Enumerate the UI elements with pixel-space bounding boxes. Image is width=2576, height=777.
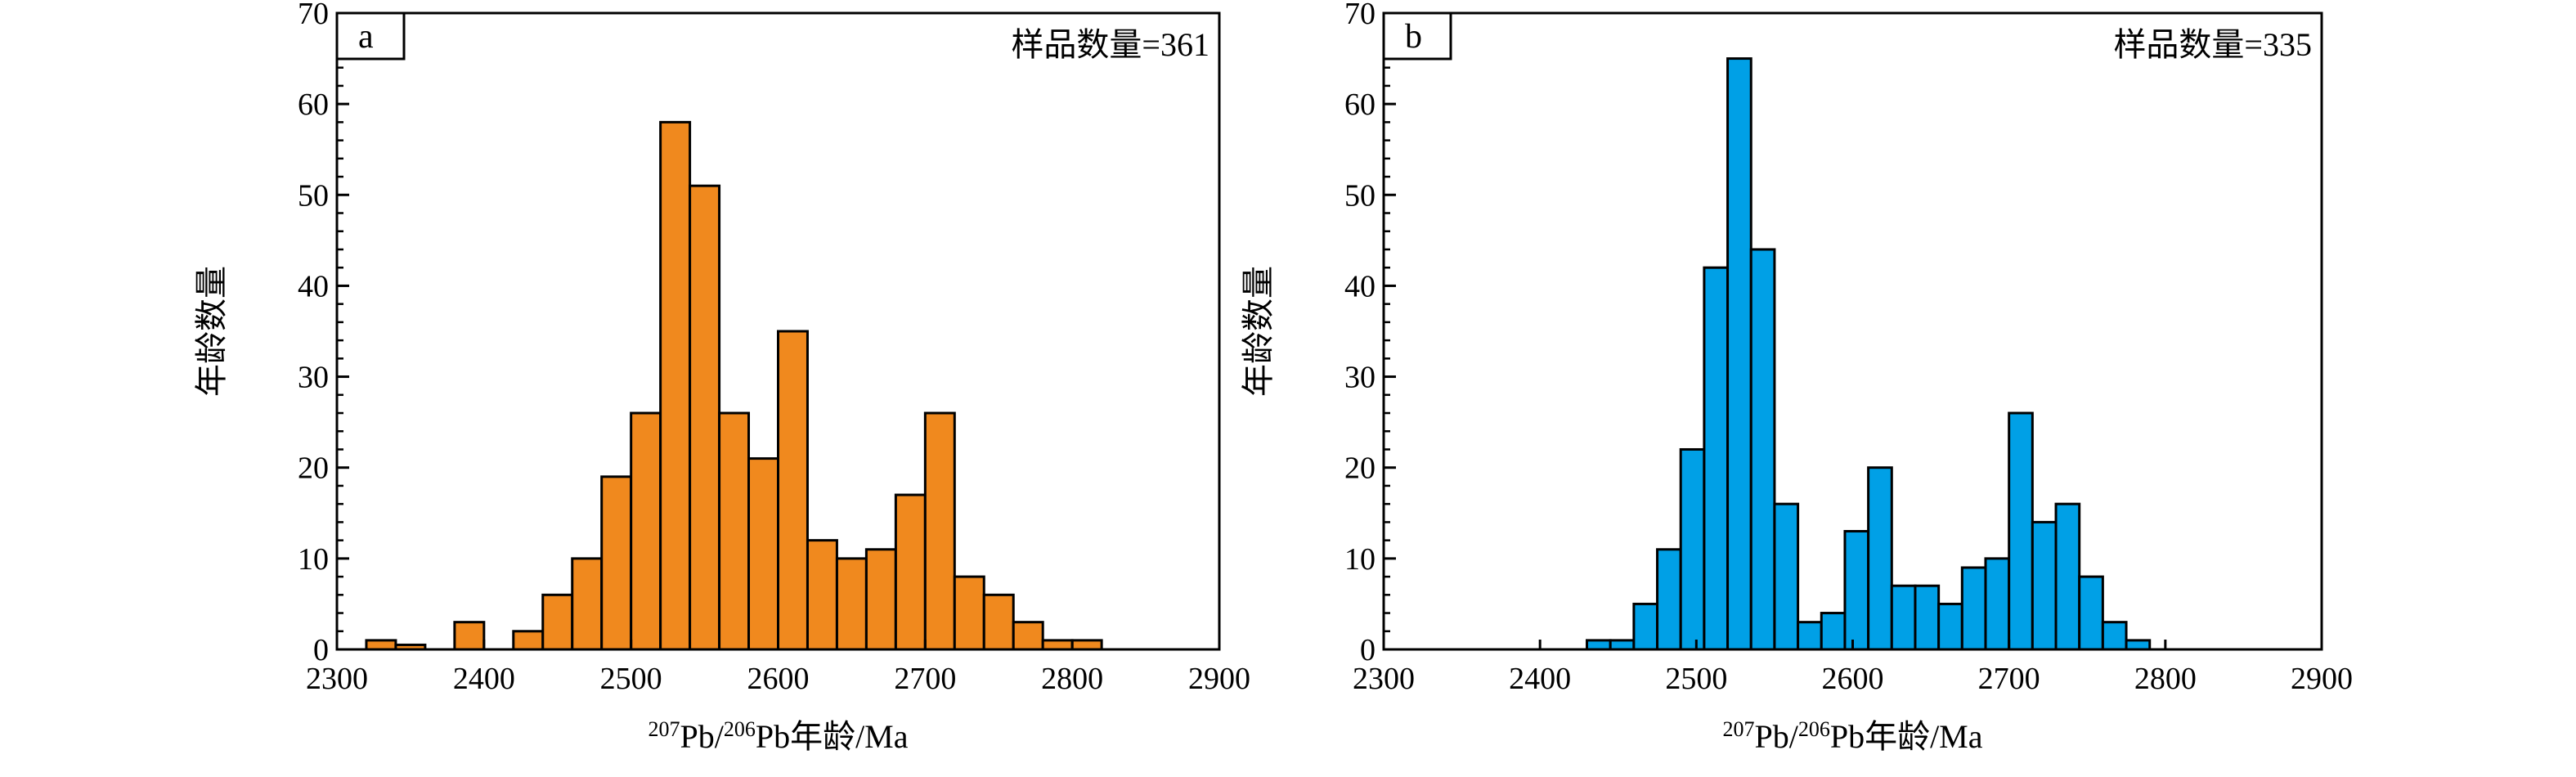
x-tick-label: 2700 <box>1978 662 2040 696</box>
y-tick-label: 20 <box>298 451 329 486</box>
panel-letter: b <box>1405 18 1422 56</box>
panel-letter-box <box>1382 11 1452 61</box>
histogram-bar <box>2008 411 2034 651</box>
histogram-bar <box>2078 575 2104 651</box>
histogram-bar <box>1749 248 1776 651</box>
sample-count-label: 样品数量=361 <box>1011 26 1209 63</box>
histogram-bar <box>1632 602 1659 651</box>
chart-panel-b: 2300 2400 2500 2600 2700 2800 2900 0 10 20 30 40 50 6… <box>1240 0 2353 755</box>
histogram-bar <box>1960 566 1987 651</box>
x-tick-label: 2600 <box>1822 662 1884 696</box>
y-tick-label: 60 <box>1344 88 1376 122</box>
y-tick-label: 50 <box>1344 178 1376 213</box>
y-axis-label: 年龄数量 <box>193 266 230 397</box>
y-tick-label: 0 <box>1360 633 1376 667</box>
y-tick-label: 20 <box>1344 451 1376 486</box>
histogram-bar <box>1867 466 1893 651</box>
x-tick-label: 2800 <box>2134 662 2197 696</box>
x-axis-label-part: 206 <box>1798 717 1830 741</box>
histogram-bar <box>689 184 721 651</box>
x-tick-label: 2400 <box>453 662 515 696</box>
histogram-bar <box>1820 612 1847 651</box>
histogram-bar <box>365 639 397 651</box>
histogram-bar <box>453 621 486 651</box>
y-tick-label: 40 <box>298 269 329 303</box>
x-tick-label: 2900 <box>1188 662 1250 696</box>
histogram-bar <box>659 120 692 651</box>
y-tick-label: 0 <box>313 633 329 667</box>
y-tick-label: 50 <box>298 178 329 213</box>
histogram-bar <box>2054 502 2081 651</box>
x-tick-label: 2700 <box>894 662 956 696</box>
x-tick-label: 2400 <box>1509 662 1571 696</box>
histogram-bar <box>1656 548 1682 651</box>
x-tick-label: 2300 <box>1353 662 1415 696</box>
histogram-bar <box>1070 639 1103 651</box>
y-tick-label: 10 <box>298 542 329 577</box>
y-tick-label: 70 <box>1344 0 1376 31</box>
histogram-bar <box>953 575 985 651</box>
histogram-bar <box>600 475 633 651</box>
x-axis-label-part: Pb/ <box>1754 718 1798 755</box>
histogram-bar <box>1984 557 2011 651</box>
histogram-bar <box>1937 602 1963 651</box>
histogram-bar <box>1914 584 1941 651</box>
histogram-bar <box>1679 447 1706 651</box>
histogram-bar <box>1586 639 1612 651</box>
x-tick-label: 2900 <box>2291 662 2353 696</box>
x-axis-label: 207Pb/206Pb年龄/Ma <box>1722 717 1982 755</box>
histogram-bar <box>1773 502 1800 651</box>
y-tick-label: 40 <box>1344 269 1376 303</box>
histogram-bar <box>835 557 868 651</box>
histogram-bar <box>541 593 574 651</box>
x-tick-label: 2500 <box>1665 662 1727 696</box>
histogram-bar <box>1890 584 1917 651</box>
chart-panel-a: 2300 2400 2500 2600 2700 2800 2900 0 10 20 30 40 50 6… <box>193 0 1250 755</box>
y-tick-label: 30 <box>1344 361 1376 395</box>
histogram-bar <box>630 411 662 651</box>
x-tick-label: 2800 <box>1041 662 1103 696</box>
y-tick-label: 70 <box>298 0 329 31</box>
histogram-bar <box>2031 520 2058 651</box>
x-axis-label-part: 206 <box>724 717 756 741</box>
histogram-bar <box>1703 266 1730 651</box>
histogram-bar <box>1609 639 1636 651</box>
histogram-bar <box>2101 621 2128 651</box>
histogram-bar <box>571 557 604 651</box>
histogram-bar <box>1726 57 1752 651</box>
x-axis-label-part: Pb年龄/Ma <box>756 718 909 755</box>
histogram-bar <box>894 493 927 651</box>
histogram-bar <box>777 330 809 651</box>
histogram-bar <box>718 411 751 651</box>
histogram-bar <box>806 539 838 651</box>
histogram-bar <box>2125 639 2152 651</box>
histogram-bar <box>1012 621 1044 651</box>
x-axis-label-part: Pb年龄/Ma <box>1830 718 1983 755</box>
x-tick-label: 2300 <box>306 662 368 696</box>
histogram-bar <box>864 548 897 651</box>
histogram-bar <box>923 411 956 651</box>
x-axis-label: 207Pb/206Pb年龄/Ma <box>648 717 908 755</box>
histogram-bar <box>982 593 1015 651</box>
x-tick-label: 2500 <box>600 662 662 696</box>
x-axis-label-part: Pb/ <box>680 718 724 755</box>
histogram-bar <box>747 457 779 651</box>
histogram-bar <box>1843 530 1870 651</box>
sample-count-label: 样品数量=335 <box>2113 26 2312 63</box>
x-tick-label: 2600 <box>747 662 810 696</box>
y-tick-label: 30 <box>298 361 329 395</box>
histogram-bar <box>1041 639 1074 651</box>
y-axis-label: 年龄数量 <box>1240 266 1277 397</box>
panel-letter-box <box>335 11 406 61</box>
y-tick-label: 60 <box>298 88 329 122</box>
histogram-bar <box>512 630 545 651</box>
histogram-bar <box>1797 621 1823 651</box>
y-tick-label: 10 <box>1344 542 1376 577</box>
panel-letter: a <box>358 18 374 56</box>
x-axis-label-part: 207 <box>648 717 680 741</box>
x-axis-label-part: 207 <box>1722 717 1754 741</box>
